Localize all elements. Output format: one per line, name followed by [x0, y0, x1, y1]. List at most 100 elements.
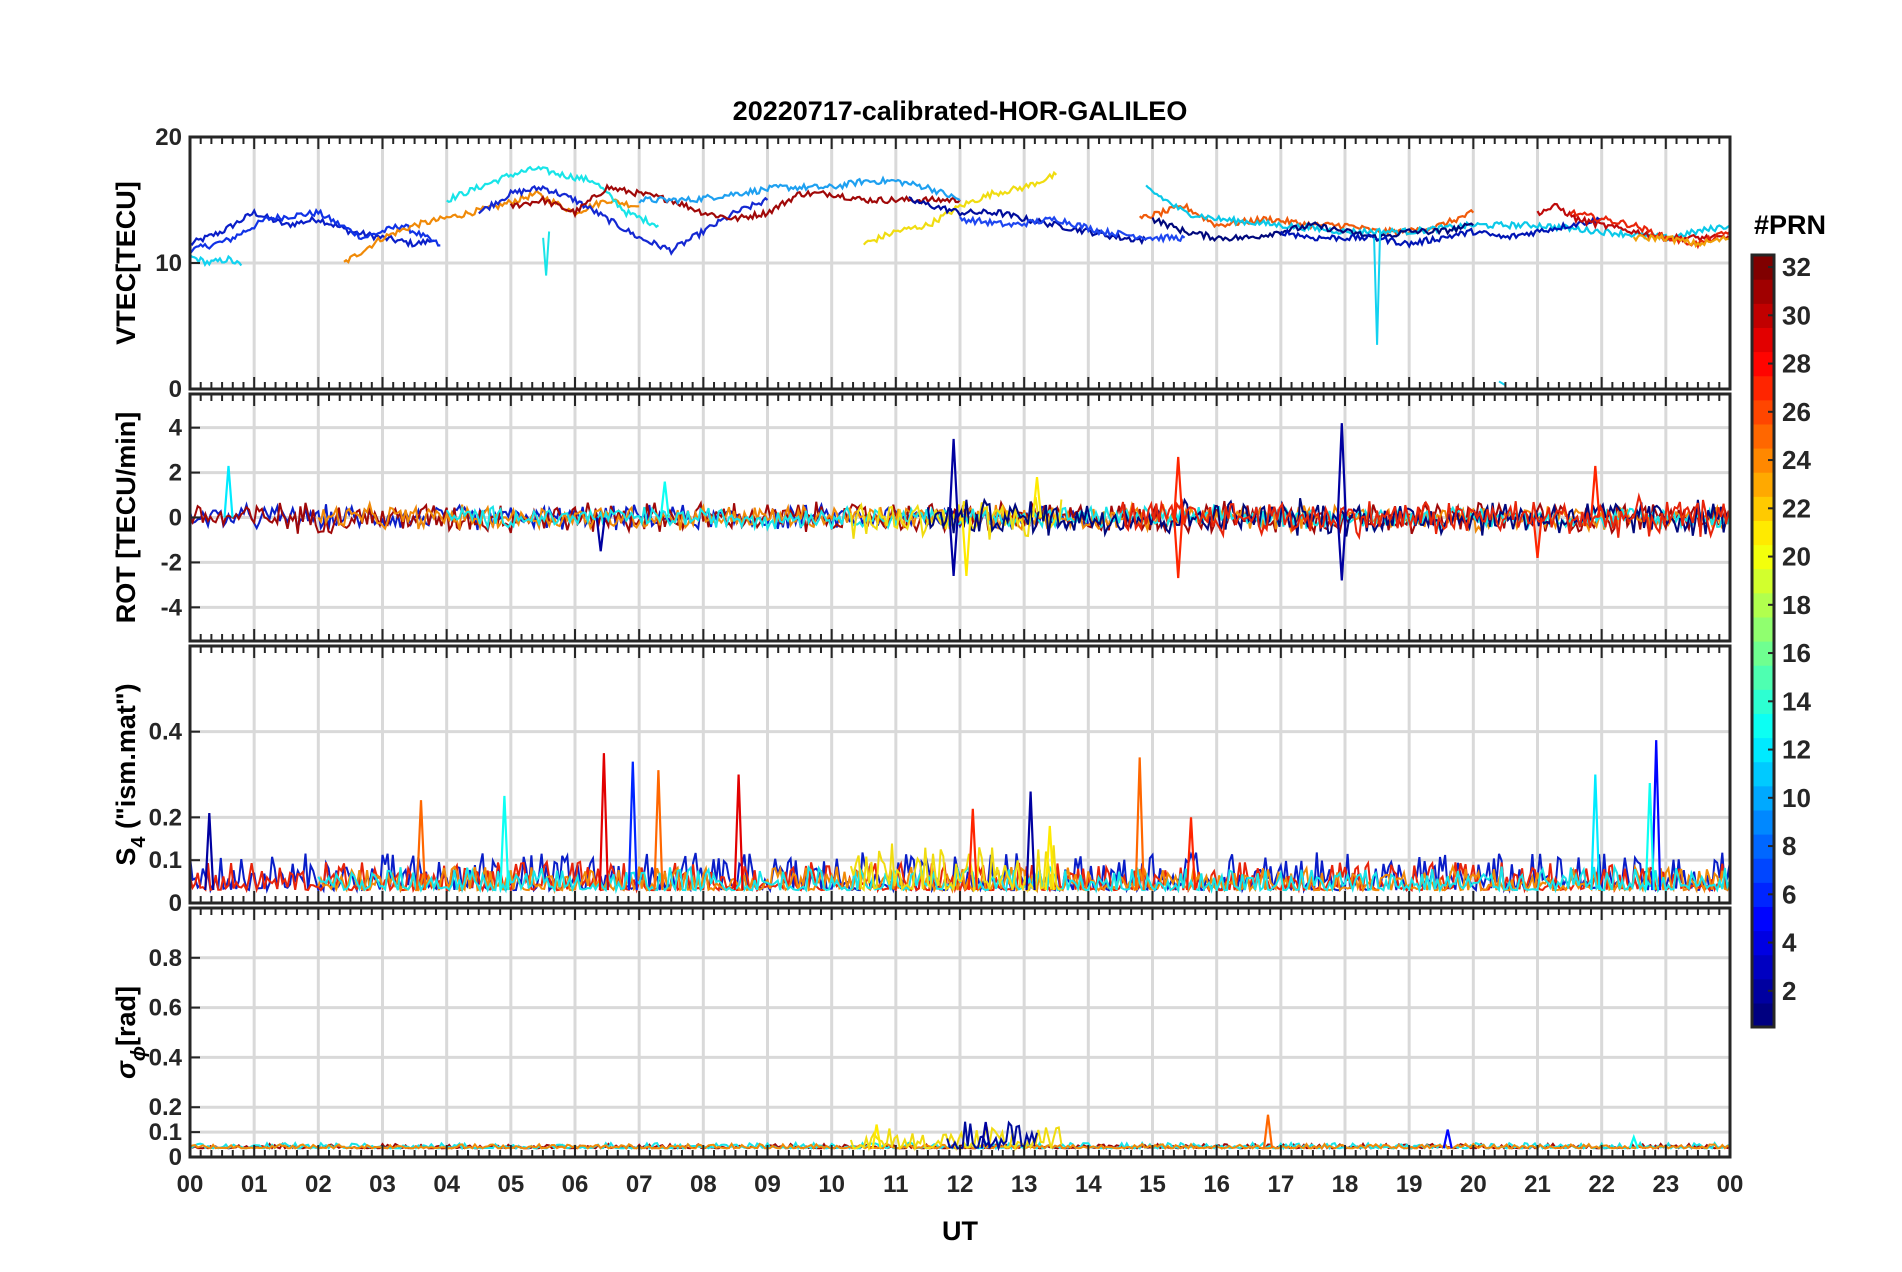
y-axis-label: VTEC[TECU]: [111, 181, 141, 345]
axes-frame: [188, 906, 1732, 1159]
y-tick-label: 0.1: [149, 1119, 182, 1146]
colorbar-tick-label: 24: [1782, 445, 1811, 475]
colorbar-segment: [1752, 544, 1774, 570]
vtec-line-prn-4: [1279, 215, 1602, 249]
y-tick-label: -2: [161, 549, 182, 576]
x-tick-label: 14: [1075, 1171, 1102, 1198]
colorbar-frame: [1750, 253, 1776, 1029]
x-tick-label: 05: [497, 1171, 524, 1198]
x-tick-label: 00: [1717, 1171, 1744, 1198]
y-tick-label: 10: [155, 250, 182, 277]
colorbar-tick-label: 20: [1782, 542, 1811, 572]
colorbar-segment: [1752, 520, 1774, 546]
x-tick-label: 03: [369, 1171, 396, 1198]
x-axis-label: UT: [942, 1216, 978, 1246]
x-tick-label: 00: [177, 1171, 204, 1198]
y-tick-label: 0.4: [149, 1044, 183, 1071]
colorbar-segment: [1752, 737, 1774, 763]
x-tick-label: 18: [1332, 1171, 1359, 1198]
x-axis: 00 01 02 03 04 05 06 07 08 09 10 11 12 13 14 15 16 17 18 19…: [177, 1171, 1744, 1198]
vtec-line-prn-27: [1568, 208, 1731, 250]
panel-rot: 4 2 0 -2 -4 ROT [TECU/min]: [111, 392, 1732, 643]
y-tick-label: 0.4: [149, 719, 183, 746]
colorbar-segment: [1752, 255, 1774, 280]
vtec-line-prn-7: [959, 215, 1186, 244]
vtec-line-prn-21: [862, 170, 1058, 246]
y-tick-label: 2: [169, 460, 182, 487]
sigma_phi-spike: [871, 1124, 882, 1149]
panel-vtec: 0 10 20 VTEC[TECU]: [111, 124, 1732, 403]
vtec-fragment: [1498, 380, 1506, 387]
vtec-dip: [542, 231, 551, 276]
colorbar-segment: [1752, 641, 1774, 666]
rot-spike: [948, 438, 959, 518]
colorbar-segment: [1752, 978, 1774, 1004]
colorbar-segment: [1752, 399, 1774, 425]
rot-spike: [948, 517, 959, 576]
x-tick-label: 19: [1396, 1171, 1423, 1198]
x-tick-label: 10: [818, 1171, 845, 1198]
s4-spike: [967, 808, 978, 891]
vtec-line-prn-6: [478, 185, 769, 256]
vtec-line-prn-11: [638, 175, 961, 206]
colorbar-tick-label: 28: [1782, 349, 1811, 379]
vtec-line-prn-5: [189, 208, 441, 255]
colorbar-segment: [1752, 665, 1774, 690]
y-tick-label: 0: [169, 890, 182, 917]
vtec-line-prn-30: [1536, 202, 1731, 243]
x-tick-label: 22: [1588, 1171, 1615, 1198]
y-axis-label: σϕ[rad]: [111, 986, 150, 1079]
colorbar-segment: [1752, 303, 1774, 328]
x-tick-label: 21: [1524, 1171, 1551, 1198]
y-axis-label: ROT [TECU/min]: [111, 412, 141, 623]
sigma_phi-spike: [1628, 1133, 1639, 1149]
y-tick-label: 0: [169, 1144, 182, 1171]
colorbar-segment: [1752, 954, 1774, 980]
panel-s4: 00.10.20.4S4 ("ism.mat"): [111, 644, 1732, 917]
x-tick-label: 07: [626, 1171, 653, 1198]
colorbar-tick-label: 10: [1782, 783, 1811, 813]
sigma_phi-spike: [980, 1121, 991, 1149]
x-tick-label: 08: [690, 1171, 717, 1198]
colorbar-segment: [1752, 689, 1774, 714]
vtec-line-prn-2: [908, 196, 1147, 246]
colorbar-tick-label: 4: [1782, 928, 1797, 958]
y-label-main: S: [111, 848, 141, 866]
colorbar-segment: [1752, 809, 1774, 835]
colorbar-segment: [1752, 496, 1774, 521]
rot-line-prn-1: [926, 497, 1730, 538]
colorbar-segment: [1752, 327, 1774, 353]
y-tick-label: 0: [169, 376, 182, 403]
colorbar-tick-label: 26: [1782, 397, 1811, 427]
x-tick-label: 13: [1011, 1171, 1038, 1198]
x-tick-label: 17: [1267, 1171, 1294, 1198]
y-label-tail: ("ism.mat"): [111, 683, 141, 836]
s4-spike: [499, 795, 510, 891]
chart-title: 20220717-calibrated-HOR-GALILEO: [733, 96, 1188, 126]
y-tick-label: 4: [169, 415, 183, 442]
vtec-line-prn-1: [1151, 217, 1474, 243]
sigma_phi-spike: [1262, 1114, 1274, 1149]
x-tick-label: 20: [1460, 1171, 1487, 1198]
colorbar-segment: [1752, 423, 1774, 449]
colorbar-tick-label: 14: [1782, 686, 1811, 716]
s4-spike: [1185, 817, 1197, 891]
colorbar-segment: [1752, 834, 1774, 859]
panel-sigma_phi: 00.10.2 0.4 0.6 0.8 σϕ[rad]: [111, 906, 1732, 1171]
sigma_phi-spikes: [871, 1114, 1639, 1149]
s4-spike: [733, 774, 744, 891]
s4-spikes: [204, 740, 1662, 891]
x-tick-label: 23: [1652, 1171, 1679, 1198]
colorbar-tick-label: 16: [1782, 638, 1811, 668]
colorbar-tick-label: 2: [1782, 976, 1796, 1006]
y-tick-label: -4: [161, 594, 183, 621]
s4-spike: [653, 770, 664, 891]
colorbar-tick-label: 12: [1782, 735, 1811, 765]
colorbar-segment: [1752, 472, 1774, 497]
s4-line-prn-27: [189, 859, 1731, 894]
colorbar-segment: [1752, 785, 1774, 811]
colorbar-segment: [1752, 592, 1774, 618]
s4-spike: [204, 812, 215, 891]
